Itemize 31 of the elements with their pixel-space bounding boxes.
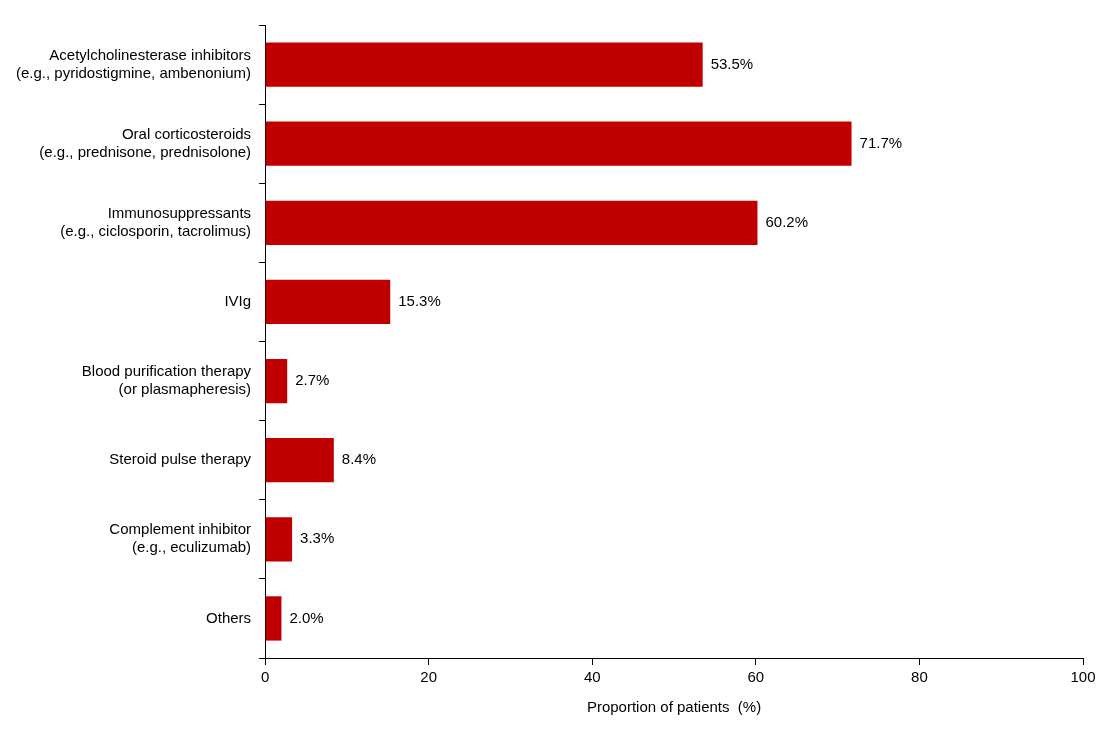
- y-tick-label: Blood purification therapy (or plasmapheresis): [81, 362, 252, 398]
- y-tick-label: Steroid pulse therapy: [109, 450, 252, 468]
- x-tick-label: 80: [911, 668, 928, 686]
- y-tick-label: Complement inhibitor (e.g., eculizumab): [109, 520, 252, 556]
- x-tick-label: 40: [583, 668, 601, 686]
- y-tick-label: Oral corticosteroids (e.g., prednisone, prednisolone): [39, 124, 252, 160]
- data-label: 15.3%: [398, 292, 441, 310]
- bar: [265, 200, 758, 245]
- bar: [265, 42, 703, 87]
- x-tick-label: 20: [420, 668, 438, 686]
- bar: [265, 438, 334, 483]
- data-label: 2.0%: [289, 608, 324, 626]
- data-label: 53.5%: [710, 54, 754, 72]
- bar: [265, 279, 391, 325]
- bar: [265, 358, 288, 404]
- x-tick-label: 100: [1070, 668, 1096, 686]
- y-tick-label: Immunosuppressants (e.g., ciclosporin, tacrolimus): [60, 203, 252, 239]
- x-tick-label: 0: [260, 668, 270, 686]
- data-label: 8.4%: [341, 450, 377, 468]
- y-tick-label: Acetylcholinesterase inhibitors (e.g., pyridostigmine, ambenonium): [16, 45, 252, 81]
- bar: [265, 121, 852, 166]
- data-label: 3.3%: [300, 529, 335, 547]
- bar: [265, 517, 293, 562]
- data-label: 60.2%: [765, 212, 809, 230]
- bar: [265, 596, 282, 641]
- y-tick-label: IVIg: [224, 292, 252, 310]
- data-label: 2.7%: [295, 371, 330, 389]
- x-tick-label: 60: [747, 668, 765, 686]
- data-label: 71.7%: [859, 133, 903, 151]
- y-tick-label: Others: [206, 608, 252, 626]
- x-axis-title: Proportion of patients (%): [586, 698, 762, 716]
